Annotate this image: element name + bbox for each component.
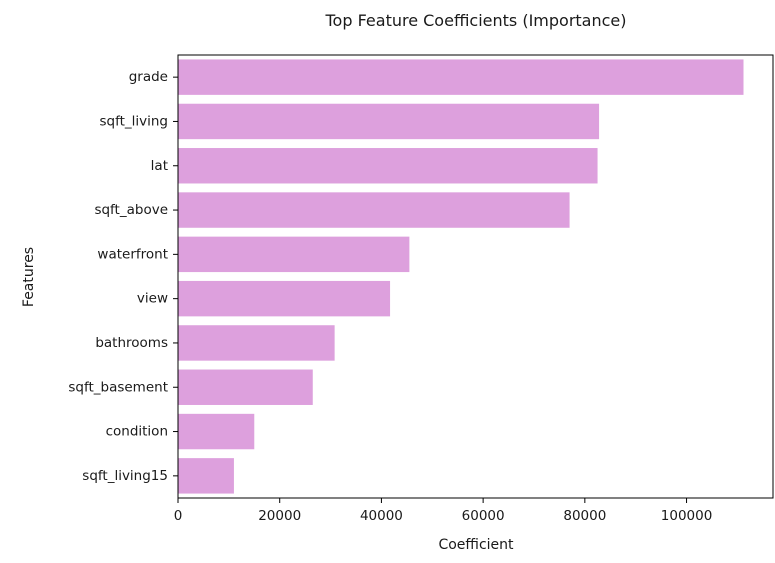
bar-bathrooms bbox=[178, 325, 335, 361]
y-tick-label: sqft_above bbox=[94, 202, 168, 218]
y-tick-label: lat bbox=[151, 158, 168, 174]
bar-sqft_above bbox=[178, 192, 570, 228]
y-tick-label: condition bbox=[106, 424, 168, 440]
bar-lat bbox=[178, 148, 598, 184]
bar-waterfront bbox=[178, 236, 410, 273]
y-tick-label: sqft_living bbox=[99, 113, 168, 129]
x-tick-label: 80000 bbox=[563, 508, 606, 524]
y-tick-label: bathrooms bbox=[95, 335, 168, 351]
y-tick-label: sqft_basement bbox=[68, 379, 168, 395]
bar-grade bbox=[178, 59, 744, 95]
x-tick-label: 40000 bbox=[360, 508, 403, 524]
y-tick-label: waterfront bbox=[97, 246, 168, 262]
x-tick-label: 20000 bbox=[258, 508, 301, 524]
y-tick-label: sqft_living15 bbox=[82, 468, 168, 484]
plot-area-frame bbox=[177, 54, 774, 499]
x-axis-ticks: 0 20000 40000 60000 80000 100000 bbox=[174, 498, 713, 524]
y-tick-label: grade bbox=[129, 69, 168, 85]
bar-sqft_basement bbox=[178, 369, 313, 405]
y-tick-label: view bbox=[137, 291, 168, 307]
x-tick-label: 0 bbox=[174, 508, 183, 524]
chart-title: Top Feature Coefficients (Importance) bbox=[325, 11, 627, 30]
bar-condition bbox=[178, 413, 255, 450]
x-axis-label: Coefficient bbox=[438, 537, 514, 553]
bar-view bbox=[178, 280, 391, 317]
x-tick-label: 60000 bbox=[462, 508, 505, 524]
x-tick-label: 100000 bbox=[661, 508, 713, 524]
bars-layer bbox=[178, 59, 744, 494]
bar-sqft_living bbox=[178, 103, 600, 140]
y-axis-label: Features bbox=[21, 247, 37, 307]
bar-sqft_living15 bbox=[178, 458, 234, 494]
